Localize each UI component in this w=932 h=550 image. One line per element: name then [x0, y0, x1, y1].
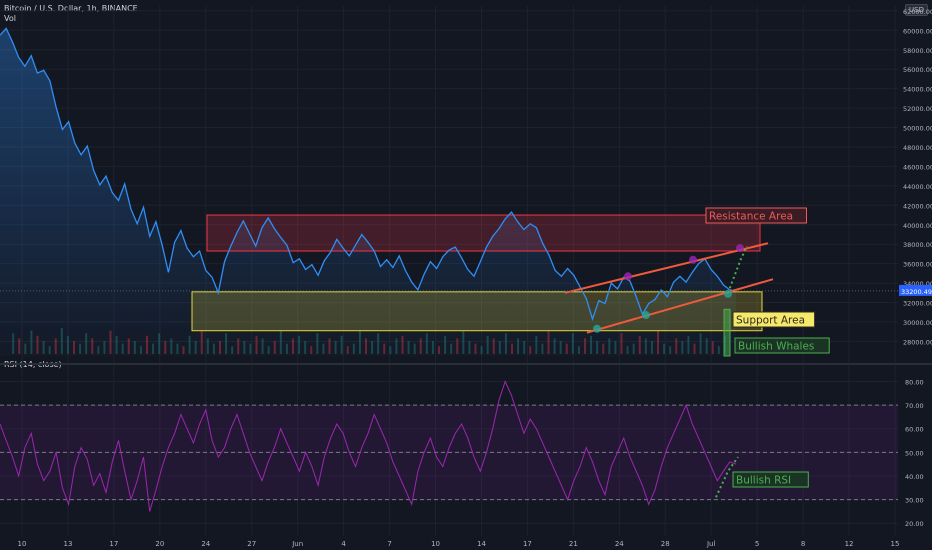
x-tick-label: 8 [801, 540, 805, 548]
x-tick-label: 17 [523, 540, 532, 548]
y-tick-label: 30000.00 [903, 319, 932, 327]
y-tick-label: 54000.00 [903, 86, 932, 94]
x-tick-label: 12 [845, 540, 854, 548]
y-tick-label: 46000.00 [903, 163, 932, 171]
symbol-title: Bitcoin / U.S. Dollar, 1h, BINANCE [4, 4, 138, 13]
rsi-tick-label: 30.00 [905, 497, 924, 505]
y-tick-label: 42000.00 [903, 202, 932, 210]
y-tick-label: 32000.00 [903, 300, 932, 308]
svg-text:Bullish RSI: Bullish RSI [736, 475, 791, 487]
y-tick-label: 62000.00 [903, 8, 932, 16]
upper-trendline [564, 242, 769, 294]
x-tick-label: 20 [155, 540, 164, 548]
y-tick-label: 44000.00 [903, 183, 932, 191]
rsi-tick-label: 60.00 [905, 426, 924, 434]
y-tick-label: 36000.00 [903, 261, 932, 269]
y-tick-label: 28000.00 [903, 338, 932, 346]
rsi-projection [715, 456, 739, 498]
x-tick-label: 27 [247, 540, 256, 548]
x-tick-label: 24 [615, 540, 624, 548]
x-tick-label: 24 [201, 540, 210, 548]
whales-bar [723, 308, 731, 357]
support-touch [593, 324, 601, 333]
y-tick-label: 56000.00 [903, 66, 932, 74]
x-tick-label: 14 [477, 540, 486, 548]
rsi-tick-label: 70.00 [905, 402, 924, 410]
resistance-touch [624, 272, 632, 281]
y-tick-label: 50000.00 [903, 125, 932, 133]
x-tick-label: 21 [569, 540, 578, 548]
x-tick-label: 17 [109, 540, 118, 548]
y-tick-label: 38000.00 [903, 241, 932, 249]
rsi-line [0, 380, 737, 512]
support-zone [191, 291, 763, 332]
support-label: Support Area [732, 311, 816, 328]
y-tick-label: 40000.00 [903, 222, 932, 230]
rsi-tick-label: 50.00 [905, 449, 924, 457]
projection-path [727, 245, 748, 294]
x-tick-label: 5 [755, 540, 759, 548]
y-tick-label: 58000.00 [903, 47, 932, 55]
x-tick-label: 13 [63, 540, 72, 548]
lower-trendline [586, 278, 774, 334]
x-tick-label: 10 [431, 540, 440, 548]
x-tick-label: Jun [291, 540, 303, 548]
x-tick-label: 7 [387, 540, 391, 548]
x-tick-label: 4 [341, 540, 346, 548]
svg-text:Support Area: Support Area [736, 315, 805, 327]
resistance-touch [689, 255, 697, 264]
y-tick-label: 60000.00 [903, 27, 932, 35]
last-price-value: 33200.49 [901, 288, 932, 296]
resistance-label: Resistance Area [705, 207, 807, 224]
y-tick-label: 52000.00 [903, 105, 932, 113]
resistance-touch [736, 244, 744, 253]
rsi-tick-label: 20.00 [905, 520, 924, 528]
support-touch [724, 289, 732, 298]
rsi-tick-label: 80.00 [905, 378, 924, 386]
x-tick-label: 28 [661, 540, 670, 548]
whales-label: Bullish Whales [734, 337, 830, 354]
x-tick-label: Jul [706, 540, 716, 548]
resistance-zone [206, 214, 761, 252]
svg-text:Resistance Area: Resistance Area [709, 211, 793, 223]
last-price-tag [899, 284, 932, 296]
y-tick-label: 34000.00 [903, 280, 932, 288]
x-tick-label: 15 [891, 540, 900, 548]
volume-label: Vol [4, 14, 16, 23]
y-tick-label: 48000.00 [903, 144, 932, 152]
currency-badge[interactable]: USD [905, 4, 928, 16]
price-area [0, 28, 736, 357]
svg-text:Bullish Whales: Bullish Whales [738, 341, 814, 353]
price-line [0, 27, 737, 322]
rsi-tick-label: 40.00 [905, 473, 924, 481]
x-tick-label: 10 [18, 540, 27, 548]
rsi-bullish-label: Bullish RSI [732, 471, 809, 488]
support-touch [642, 311, 650, 320]
